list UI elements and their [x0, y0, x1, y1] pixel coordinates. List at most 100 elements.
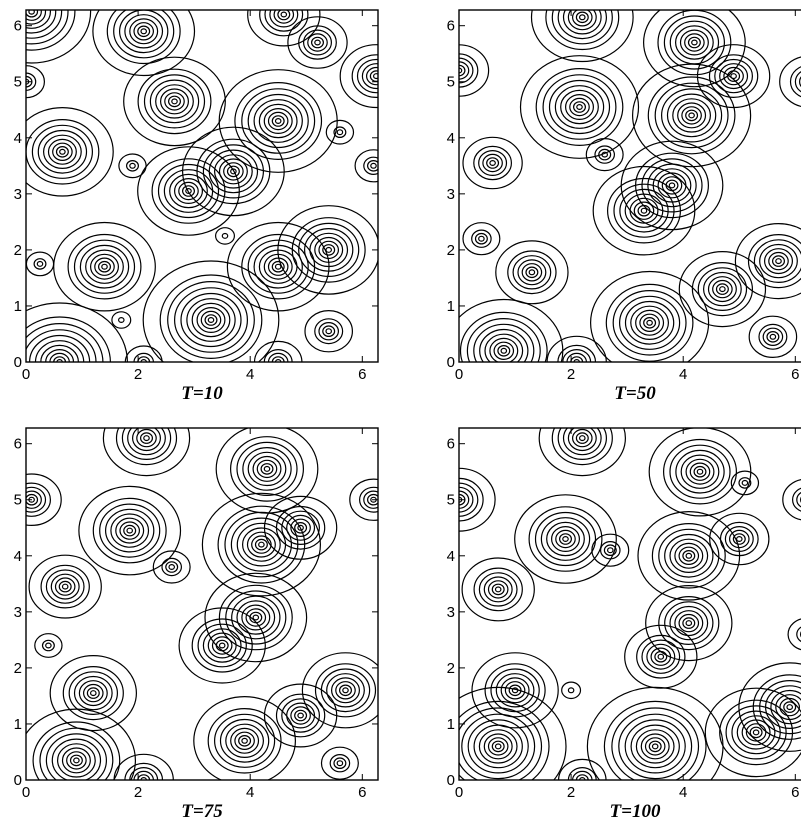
- contour-ring: [186, 298, 236, 342]
- contour-ring: [640, 733, 670, 760]
- contour-ring: [171, 98, 178, 105]
- contour-ring: [26, 482, 51, 517]
- contour-ring: [484, 333, 524, 362]
- contour-ring: [280, 11, 288, 18]
- contour-ring: [678, 613, 700, 633]
- contour-ring: [373, 73, 378, 80]
- y-tick-label: 6: [14, 18, 22, 35]
- contour-ring: [247, 239, 309, 294]
- contour-ring: [678, 546, 700, 566]
- contour-ring: [86, 687, 100, 699]
- contour-ring: [666, 93, 717, 138]
- contour-ring: [331, 677, 361, 704]
- contour-ring: [211, 636, 233, 655]
- y-tick-label: 3: [447, 604, 455, 621]
- contour-lines: [26, 10, 378, 362]
- contour-ring: [26, 119, 100, 185]
- x-tick-label: 0: [22, 784, 30, 801]
- contour-ring: [752, 674, 801, 740]
- contour-ring: [471, 229, 492, 248]
- contour-ring: [555, 529, 576, 549]
- contour-ring: [218, 642, 226, 649]
- x-tick-label: 2: [567, 366, 575, 383]
- contour-ring: [679, 29, 709, 56]
- contour-ring: [274, 117, 282, 124]
- contour-ring: [26, 323, 104, 362]
- y-tick-label: 0: [447, 354, 455, 371]
- contour-envelope: [287, 16, 348, 69]
- contour-ring: [256, 459, 278, 479]
- contour-ring: [218, 584, 293, 651]
- contour-envelope: [339, 44, 378, 109]
- contour-ring: [575, 11, 589, 24]
- contour-envelope: [645, 584, 733, 662]
- contour-ring: [633, 201, 655, 220]
- contour-ring: [637, 204, 651, 217]
- contour-ring: [707, 276, 737, 303]
- y-tick-label: 1: [14, 298, 22, 315]
- contour-ring: [572, 101, 586, 113]
- contour-ring: [651, 743, 659, 750]
- contour-ring: [663, 15, 726, 70]
- contour-envelope: [709, 512, 770, 566]
- contour-envelope: [514, 494, 617, 584]
- y-tick-label: 0: [447, 772, 455, 789]
- contour-ring: [119, 521, 140, 540]
- contour-ring: [758, 323, 788, 350]
- contour-ring: [140, 28, 148, 35]
- contour-ring: [85, 249, 124, 284]
- contour-ring: [478, 572, 518, 607]
- contour-ring: [562, 428, 602, 456]
- contour-ring: [725, 705, 787, 760]
- contour-lines: [459, 428, 801, 780]
- contour-ring: [258, 103, 298, 139]
- panel-title: T=50: [614, 383, 656, 404]
- contour-ring: [236, 522, 287, 567]
- x-tick-label: 6: [791, 784, 799, 801]
- contour-ring: [619, 188, 669, 233]
- contour-envelope: [123, 56, 226, 147]
- contour-ring: [34, 340, 85, 362]
- contour-ring: [271, 115, 285, 127]
- y-tick-label: 4: [14, 548, 22, 565]
- contour-ring: [495, 673, 535, 708]
- contour-ring: [241, 527, 281, 562]
- contour-ring: [766, 330, 780, 343]
- contour-ring: [675, 25, 714, 60]
- contour-ring: [557, 428, 607, 460]
- contour-ring: [54, 577, 76, 596]
- y-tick-label: 1: [447, 298, 455, 315]
- contour-ring: [624, 719, 686, 774]
- contour-ring: [573, 359, 580, 362]
- contour-ring: [271, 260, 285, 273]
- contour-ring: [275, 693, 326, 738]
- contour-ring: [558, 533, 572, 545]
- y-tick-label: 5: [14, 74, 22, 91]
- contour-ring: [127, 428, 166, 456]
- contour-ring: [69, 754, 83, 767]
- contour-ring: [191, 618, 253, 673]
- contour-envelope: [643, 10, 746, 88]
- contour-ring: [281, 510, 321, 545]
- contour-ring: [601, 151, 609, 158]
- contour-ring: [29, 334, 91, 362]
- contour-ring: [163, 169, 214, 213]
- contour-envelope: [325, 119, 355, 145]
- contour-ring: [26, 316, 111, 362]
- contour-ring: [753, 239, 801, 283]
- contour-ring: [241, 604, 271, 631]
- contour-envelope: [204, 572, 308, 663]
- contour-ring: [693, 465, 707, 478]
- contour-ring: [26, 72, 37, 91]
- contour-ring: [689, 462, 711, 481]
- x-tick-label: 0: [455, 366, 463, 383]
- contour-ring: [783, 701, 797, 713]
- contour-ring: [129, 162, 136, 169]
- contour-ring: [336, 129, 344, 136]
- y-tick-label: 4: [447, 130, 455, 147]
- contour-ring: [132, 428, 161, 452]
- contour-envelope: [459, 44, 490, 97]
- contour-ring: [647, 76, 736, 155]
- x-tick-label: 6: [358, 366, 366, 383]
